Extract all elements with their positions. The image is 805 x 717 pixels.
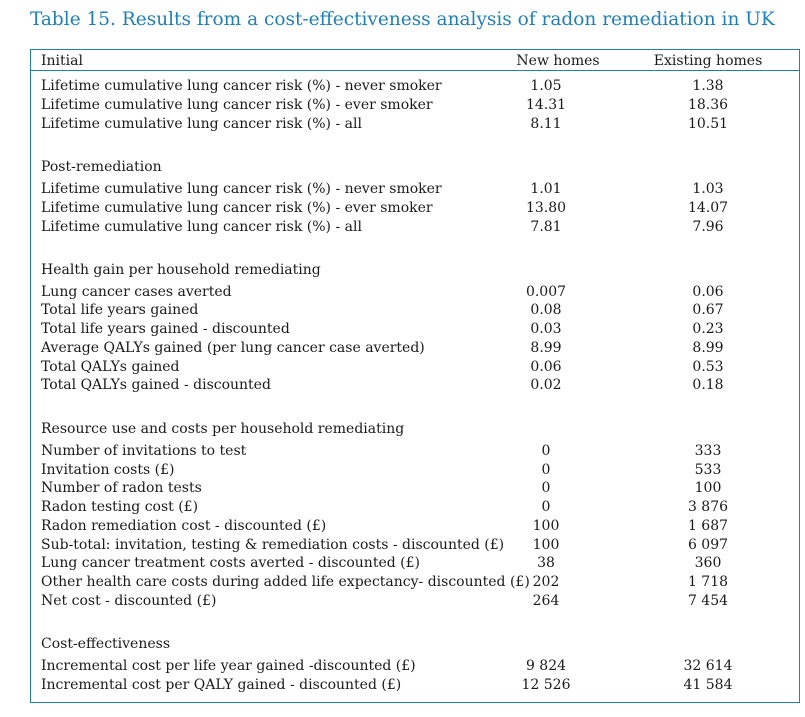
existing-homes-value: 360 (694, 555, 722, 571)
existing-homes-value: 0.53 (692, 359, 724, 375)
existing-homes-value: 0.18 (692, 377, 724, 393)
existing-homes-value: 100 (694, 480, 722, 496)
existing-homes-value: 18.36 (687, 97, 729, 113)
row-label: Number of radon tests (41, 480, 202, 496)
new-homes-value: 202 (532, 574, 560, 590)
existing-homes-value: 0.67 (692, 302, 724, 318)
new-homes-value: 0.08 (530, 302, 562, 318)
new-homes-value: 14.31 (525, 97, 567, 113)
row-label: Incremental cost per QALY gained - disco… (41, 677, 402, 693)
existing-homes-value: 6 097 (687, 537, 729, 553)
new-homes-value: 8.99 (530, 340, 562, 356)
new-homes-value: 12 526 (521, 677, 571, 693)
new-homes-value: 9 824 (525, 658, 567, 674)
new-homes-value: 0.06 (530, 359, 562, 375)
new-homes-value: 0.03 (530, 321, 562, 337)
new-homes-value: 13.80 (525, 200, 567, 216)
section-heading: Post-remediation (41, 159, 162, 175)
row-label: Other health care costs during added lif… (41, 574, 530, 590)
header-divider (31, 70, 799, 71)
new-homes-value: 38 (537, 555, 555, 571)
row-label: Incremental cost per life year gained -d… (41, 658, 416, 674)
existing-homes-value: 0.23 (692, 321, 724, 337)
new-homes-value: 100 (532, 537, 560, 553)
existing-homes-value: 32 614 (683, 658, 733, 674)
existing-homes-value: 14.07 (687, 200, 729, 216)
row-label: Number of invitations to test (41, 443, 247, 459)
new-homes-value: 0 (541, 480, 551, 496)
new-homes-value: 0 (541, 462, 551, 478)
table-title: Table 15. Results from a cost-effectiven… (30, 9, 775, 30)
row-label: Lifetime cumulative lung cancer risk (%)… (41, 116, 362, 132)
header-initial: Initial (41, 53, 83, 69)
new-homes-value: 0.007 (525, 284, 567, 300)
existing-homes-value: 0.06 (692, 284, 724, 300)
row-label: Net cost - discounted (£) (41, 593, 217, 609)
row-label: Total life years gained (41, 302, 199, 318)
row-label: Average QALYs gained (per lung cancer ca… (41, 340, 425, 356)
row-label: Sub-total: invitation, testing & remedia… (41, 537, 505, 553)
new-homes-value: 0.02 (530, 377, 562, 393)
existing-homes-value: 1.03 (692, 181, 724, 197)
row-label: Radon testing cost (£) (41, 499, 199, 515)
new-homes-value: 0 (541, 443, 551, 459)
section-heading: Health gain per household remediating (41, 262, 321, 278)
row-label: Lifetime cumulative lung cancer risk (%)… (41, 78, 442, 94)
existing-homes-value: 10.51 (687, 116, 729, 132)
row-label: Lifetime cumulative lung cancer risk (%)… (41, 200, 433, 216)
section-heading: Cost-effectiveness (41, 636, 171, 652)
row-label: Lung cancer cases averted (41, 284, 232, 300)
new-homes-value: 1.05 (530, 78, 562, 94)
row-label: Total life years gained - discounted (41, 321, 290, 337)
existing-homes-value: 533 (694, 462, 722, 478)
new-homes-value: 100 (532, 518, 560, 534)
row-label: Lifetime cumulative lung cancer risk (%)… (41, 219, 362, 235)
row-label: Lifetime cumulative lung cancer risk (%)… (41, 97, 433, 113)
existing-homes-value: 41 584 (683, 677, 733, 693)
row-label: Radon remediation cost - discounted (£) (41, 518, 327, 534)
existing-homes-value: 1.38 (692, 78, 724, 94)
new-homes-value: 1.01 (530, 181, 562, 197)
section-heading: Resource use and costs per household rem… (41, 421, 405, 437)
existing-homes-value: 8.99 (692, 340, 724, 356)
header-existing-homes: Existing homes (653, 53, 763, 69)
header-new-homes: New homes (516, 53, 600, 69)
new-homes-value: 8.11 (530, 116, 562, 132)
row-label: Invitation costs (£) (41, 462, 175, 478)
existing-homes-value: 1 718 (687, 574, 729, 590)
row-label: Lifetime cumulative lung cancer risk (%)… (41, 181, 442, 197)
existing-homes-value: 1 687 (687, 518, 729, 534)
row-label: Lung cancer treatment costs averted - di… (41, 555, 420, 571)
existing-homes-value: 333 (694, 443, 722, 459)
table-frame (30, 49, 800, 703)
new-homes-value: 0 (541, 499, 551, 515)
existing-homes-value: 7.96 (692, 219, 724, 235)
existing-homes-value: 3 876 (687, 499, 729, 515)
new-homes-value: 7.81 (530, 219, 562, 235)
row-label: Total QALYs gained (41, 359, 180, 375)
new-homes-value: 264 (532, 593, 560, 609)
existing-homes-value: 7 454 (687, 593, 729, 609)
row-label: Total QALYs gained - discounted (41, 377, 271, 393)
